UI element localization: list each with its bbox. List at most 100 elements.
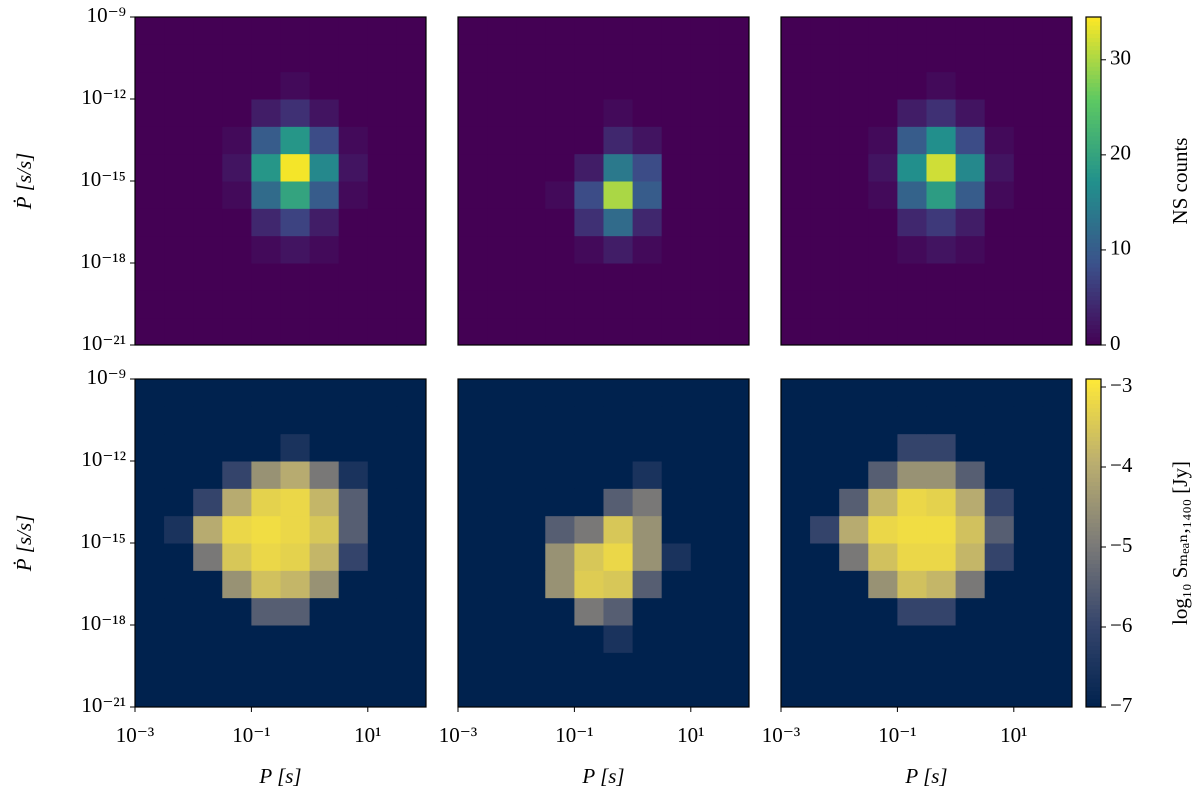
heatmap-cell xyxy=(661,44,692,73)
heatmap-cell xyxy=(719,208,750,237)
colorbar-segment xyxy=(1086,641,1101,646)
heatmap-cell xyxy=(251,543,281,571)
colorbar-segment xyxy=(1086,629,1101,634)
heatmap-cell xyxy=(338,625,369,653)
colorbar-segment xyxy=(1086,686,1101,692)
colorbar-segment xyxy=(1086,391,1101,396)
heatmap-cell xyxy=(810,543,840,571)
heatmap-cell xyxy=(164,208,194,237)
heatmap-cell xyxy=(367,625,398,653)
colorbar-segment xyxy=(1086,543,1101,548)
colorbar-segment xyxy=(1086,308,1101,313)
heatmap-cell xyxy=(603,153,634,182)
heatmap-cell xyxy=(458,99,488,127)
heatmap-cell xyxy=(545,153,575,182)
heatmap-cell xyxy=(545,44,575,73)
colorbar-segment xyxy=(1086,123,1101,129)
colorbar-segment xyxy=(1086,551,1101,556)
heatmap-cell xyxy=(280,235,311,264)
colorbar-segment xyxy=(1086,432,1101,437)
heatmap-cell xyxy=(164,515,194,544)
heatmap-cell xyxy=(516,208,546,237)
heatmap-cell xyxy=(781,317,811,346)
heatmap-cell xyxy=(719,433,750,462)
heatmap-cell xyxy=(868,515,898,544)
colorbar-segment xyxy=(1086,690,1101,696)
colorbar-segment xyxy=(1086,299,1101,305)
heatmap-cell xyxy=(367,652,398,681)
heatmap-cell xyxy=(897,181,927,209)
heatmap-cell xyxy=(309,99,340,127)
heatmap-cell xyxy=(984,181,1015,209)
heatmap-cell xyxy=(545,515,575,544)
heatmap-cell xyxy=(868,71,898,100)
colorbar-segment xyxy=(1086,625,1101,630)
heatmap-cell xyxy=(487,181,517,209)
colorbar-segment xyxy=(1086,493,1101,499)
heatmap-cell xyxy=(810,652,840,681)
heatmap-cell xyxy=(193,461,223,489)
heatmap-cell xyxy=(603,515,634,544)
heatmap-cell xyxy=(487,44,517,73)
colorbar-segment xyxy=(1086,135,1101,141)
colorbar-label: NS counts xyxy=(1168,138,1192,225)
heatmap-cell xyxy=(164,263,194,291)
axes-frame xyxy=(457,378,750,708)
heatmap-cell xyxy=(574,17,604,45)
heatmap-cell xyxy=(193,625,223,653)
heatmap-cell xyxy=(458,153,488,182)
heatmap-cell xyxy=(367,208,398,237)
heatmap-cell xyxy=(135,652,165,681)
heatmap-cell xyxy=(338,99,369,127)
heatmap-cell xyxy=(984,71,1015,100)
colorbar-segment xyxy=(1086,86,1101,92)
colorbar-segment xyxy=(1086,702,1101,708)
heatmap-cell xyxy=(1013,99,1044,127)
heatmap-cell xyxy=(516,597,546,626)
heatmap-cell xyxy=(1042,17,1073,45)
heatmap-cell xyxy=(661,208,692,237)
heatmap-cell xyxy=(603,597,634,626)
heatmap-cell xyxy=(396,461,427,489)
heatmap-cell xyxy=(516,570,546,599)
heatmap-cell xyxy=(690,488,721,517)
heatmap-cell xyxy=(955,652,986,681)
heatmap-cell xyxy=(897,263,927,291)
y-tick-label: 10⁻¹⁵ xyxy=(80,167,126,191)
heatmap-cell xyxy=(396,597,427,626)
heatmap-cell xyxy=(487,679,517,708)
heatmap-cell xyxy=(251,406,281,435)
heatmap-cell xyxy=(897,597,927,626)
colorbar-segment xyxy=(1086,41,1101,47)
heatmap-cell xyxy=(309,44,340,73)
colorbar-segment xyxy=(1086,234,1101,239)
heatmap-cell xyxy=(632,433,663,462)
colorbar-segment xyxy=(1086,555,1101,560)
colorbar-segment xyxy=(1086,616,1101,622)
heatmap-cell xyxy=(396,317,427,346)
heatmap-cell xyxy=(603,625,634,653)
heatmap-cell xyxy=(545,488,575,517)
heatmap-cell xyxy=(603,461,634,489)
colorbar-segment xyxy=(1086,82,1101,88)
heatmap-cell xyxy=(955,543,986,571)
heatmap-cell xyxy=(251,317,281,346)
heatmap-cell xyxy=(164,99,194,127)
heatmap-cell xyxy=(574,488,604,517)
heatmap-cell xyxy=(574,126,604,155)
colorbar-segment xyxy=(1086,213,1101,219)
colorbar-segment xyxy=(1086,657,1101,663)
heatmap-cell xyxy=(135,153,165,182)
heatmap-cell xyxy=(926,235,957,264)
heatmap-cell xyxy=(839,379,869,407)
heatmap-cell xyxy=(396,543,427,571)
heatmap-cell xyxy=(632,379,663,407)
heatmap-cell xyxy=(545,652,575,681)
heatmap-cell xyxy=(280,515,311,544)
heatmap-cell xyxy=(309,263,340,291)
heatmap-cell xyxy=(222,679,252,708)
heatmap-cell xyxy=(516,625,546,653)
heatmap-cell xyxy=(719,99,750,127)
heatmap-cell xyxy=(135,406,165,435)
y-axis-label: Ṗ [s/s] xyxy=(12,515,36,573)
